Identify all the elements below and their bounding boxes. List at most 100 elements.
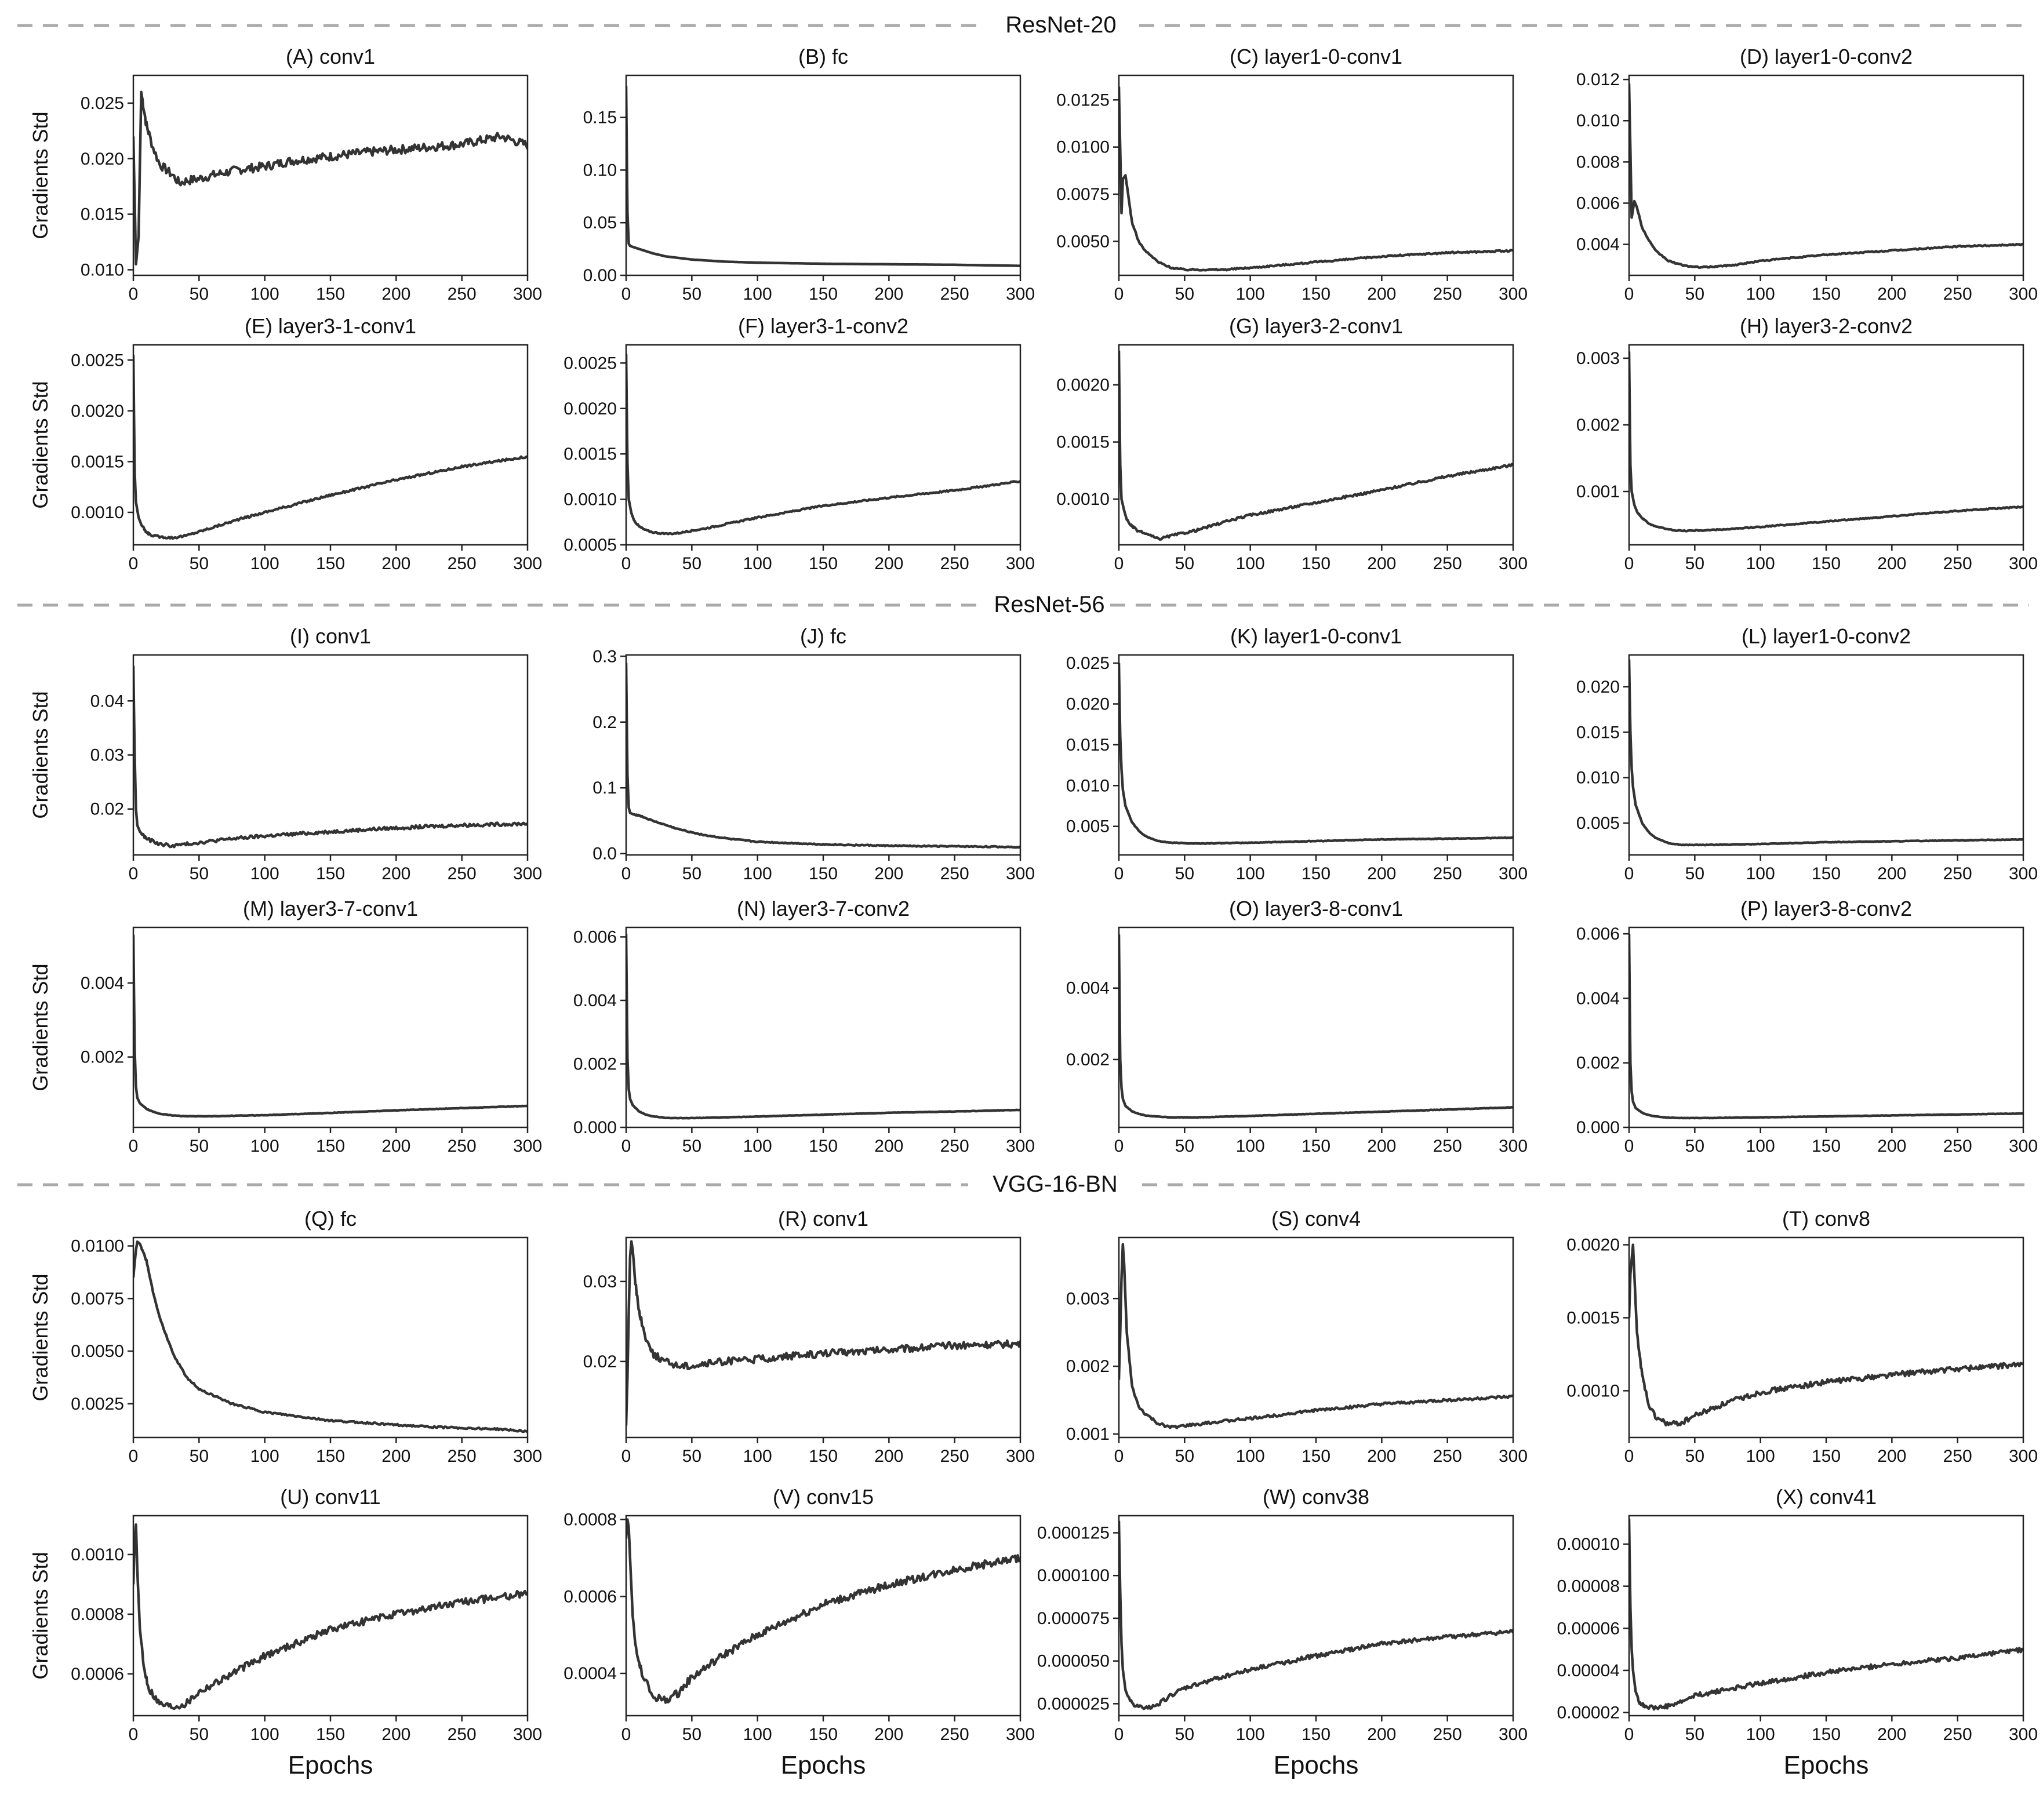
x-tick-label: 50: [1685, 1137, 1704, 1156]
x-tick-label: 200: [381, 285, 410, 304]
x-tick-label: 150: [316, 1725, 345, 1744]
x-tick-label: 200: [874, 1447, 903, 1466]
y-tick-label: 0.002: [1066, 1357, 1110, 1376]
chart-panel: (G) layer3-2-conv1 0 50 100 150 200 250 300 0.00…: [1056, 314, 1528, 573]
y-tick-label: 0.000025: [1037, 1694, 1110, 1713]
series-line: [133, 1523, 528, 1710]
section-label-vgg16bn: VGG-16-BN: [993, 1171, 1118, 1197]
x-tick-label: 50: [682, 1137, 701, 1156]
y-tick-label: 0.004: [1576, 989, 1620, 1008]
chart-panel: (A) conv1 0 50 100 150 200 250 300 0.010 0.015 0.0…: [28, 45, 542, 304]
x-tick-label: 150: [316, 864, 345, 883]
x-tick-label: 250: [1943, 864, 1972, 883]
y-tick-label: 0.2: [592, 713, 617, 732]
x-tick-label: 150: [1812, 864, 1841, 883]
y-tick-label: 0.0020: [1566, 1236, 1620, 1255]
y-tick-label: 0.0005: [564, 536, 617, 555]
x-tick-label: 250: [940, 1137, 969, 1156]
y-tick-label: 0.005: [1576, 814, 1620, 833]
axes-frame: [1118, 1236, 1514, 1439]
y-tick-label: 0.000100: [1037, 1566, 1110, 1585]
series-line: [1629, 1243, 2023, 1427]
panel-title: (H) layer3-2-conv2: [1740, 314, 1913, 338]
y-tick-label: 0.0125: [1056, 90, 1110, 110]
x-tick-label: 300: [513, 1725, 542, 1744]
panel-title: (I) conv1: [290, 624, 371, 648]
y-tick-label: 0.010: [1576, 111, 1620, 130]
panel-title: (E) layer3-1-conv1: [245, 314, 416, 338]
x-tick-label: 250: [1433, 1137, 1462, 1156]
x-tick-label: 300: [513, 1447, 542, 1466]
x-tick-label: 50: [1685, 864, 1704, 883]
x-tick-label: 100: [1746, 1725, 1775, 1744]
x-tick-label: 0: [1114, 1137, 1124, 1156]
x-tick-label: 50: [682, 1725, 701, 1744]
x-tick-label: 300: [1006, 1447, 1035, 1466]
x-tick-label: 100: [1746, 285, 1775, 304]
y-tick-label: 0.0015: [1566, 1309, 1620, 1328]
x-tick-label: 200: [1367, 1725, 1396, 1744]
y-tick-label: 0.00010: [1557, 1535, 1620, 1554]
x-tick-label: 200: [1367, 1447, 1396, 1466]
chart-panel: (O) layer3-8-conv1 0 50 100 150 200 250 300 0.00…: [1066, 897, 1528, 1156]
x-tick-label: 100: [1746, 864, 1775, 883]
panel-title: (C) layer1-0-conv1: [1230, 45, 1402, 68]
x-tick-label: 50: [190, 554, 209, 573]
x-tick-label: 150: [809, 1137, 838, 1156]
panel-title: (D) layer1-0-conv2: [1740, 45, 1913, 68]
x-tick-label: 0: [1114, 285, 1124, 304]
x-tick-label: 0: [1624, 1447, 1634, 1466]
x-tick-label: 50: [190, 864, 209, 883]
x-tick-label: 250: [940, 1725, 969, 1744]
chart-panel: (E) layer3-1-conv1 0 50 100 150 200 250 300 0.00…: [28, 314, 542, 573]
x-tick-label: 100: [1236, 864, 1265, 883]
axes-frame: [132, 1236, 529, 1439]
x-tick-label: 150: [1812, 1725, 1841, 1744]
x-tick-label: 300: [1006, 1137, 1035, 1156]
x-tick-label: 50: [1685, 1447, 1704, 1466]
x-tick-label: 150: [1812, 554, 1841, 573]
x-tick-label: 150: [809, 554, 838, 573]
y-tick-label: 0.015: [1066, 736, 1110, 755]
x-tick-label: 200: [381, 554, 410, 573]
x-tick-label: 150: [316, 554, 345, 573]
x-tick-label: 0: [621, 1447, 631, 1466]
x-tick-label: 100: [1236, 1725, 1265, 1744]
x-tick-label: 300: [1006, 554, 1035, 573]
chart-panel: (S) conv4 0 50 100 150 200 250 300 0.001 0.002 0.0…: [1066, 1207, 1528, 1466]
y-tick-label: 0.0010: [71, 503, 124, 522]
x-tick-label: 150: [316, 1137, 345, 1156]
y-tick-label: 0.03: [90, 746, 124, 765]
section-label-resnet56: ResNet-56: [994, 592, 1104, 617]
chart-panel: (V) conv15 0 50 100 150 200 250 300 0.0004 0.0006…: [564, 1485, 1035, 1779]
series-line: [626, 663, 1020, 849]
x-tick-label: 100: [743, 554, 772, 573]
x-tick-label: 50: [1685, 1725, 1704, 1744]
x-tick-label: 250: [940, 1447, 969, 1466]
y-tick-label: 0.0010: [71, 1545, 124, 1564]
y-axis-label: Gradients Std: [28, 1552, 52, 1679]
y-tick-label: 0.0015: [564, 445, 617, 464]
x-tick-label: 100: [743, 864, 772, 883]
y-tick-label: 0.0: [592, 845, 617, 864]
panel-title: (X) conv41: [1776, 1485, 1877, 1509]
x-tick-label: 150: [1302, 1137, 1331, 1156]
series-line: [1629, 934, 2023, 1120]
x-tick-label: 200: [1367, 285, 1396, 304]
y-tick-label: 0.0006: [71, 1665, 124, 1684]
x-tick-label: 250: [1433, 1447, 1462, 1466]
x-tick-label: 0: [129, 554, 139, 573]
y-tick-label: 0.012: [1576, 70, 1620, 89]
x-tick-label: 200: [874, 864, 903, 883]
x-tick-label: 150: [809, 285, 838, 304]
x-tick-label: 100: [1746, 1447, 1775, 1466]
series-line: [1119, 1243, 1513, 1429]
series-line: [1629, 351, 2023, 533]
y-axis-label: Gradients Std: [28, 111, 52, 239]
y-tick-label: 0.0100: [71, 1237, 124, 1256]
x-tick-label: 150: [316, 1447, 345, 1466]
x-tick-label: 50: [1175, 1725, 1194, 1744]
x-tick-label: 300: [1006, 285, 1035, 304]
x-tick-label: 150: [1302, 1725, 1331, 1744]
